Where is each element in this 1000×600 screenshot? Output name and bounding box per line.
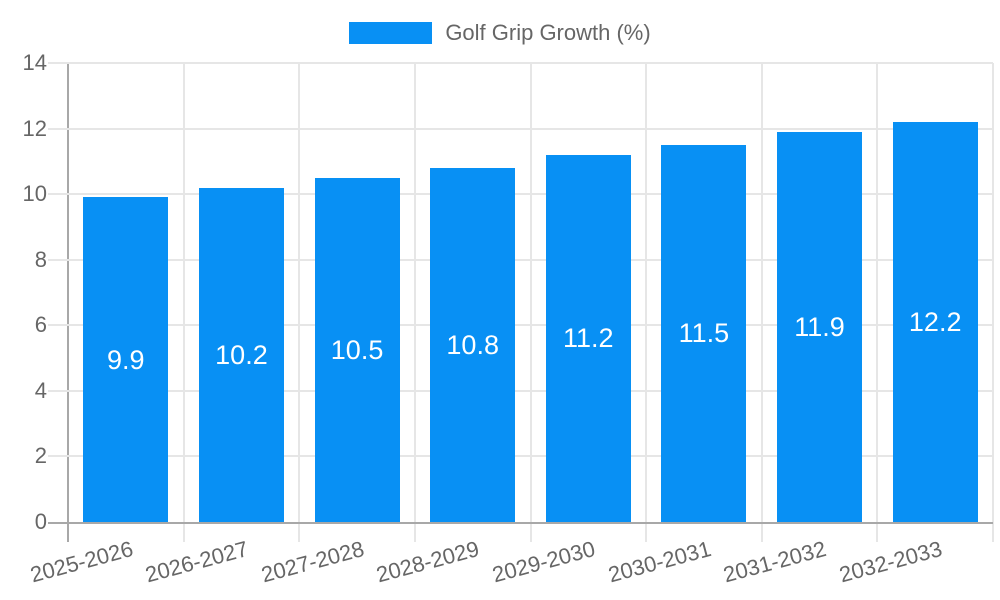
bar-value-label: 11.9	[794, 311, 845, 342]
y-axis-tick-label: 6	[34, 312, 47, 338]
bar-value-label: 9.9	[107, 344, 145, 375]
bar-value-label: 10.8	[446, 329, 499, 360]
bar-value-label: 11.2	[563, 323, 614, 354]
bar[interactable]: 11.9	[777, 131, 863, 522]
horizontal-gridline	[48, 455, 993, 458]
bar[interactable]: 10.8	[430, 167, 516, 522]
x-axis-tick-label: 2029-2030	[489, 536, 598, 588]
y-axis-tick-label: 10	[22, 181, 47, 207]
horizontal-gridline	[48, 389, 993, 392]
vertical-gridline	[529, 63, 532, 542]
horizontal-gridline	[48, 62, 993, 64]
bar-value-label: 10.2	[215, 339, 268, 370]
x-axis-tick-label: 2032-2033	[836, 536, 945, 588]
legend-label: Golf Grip Growth (%)	[445, 20, 651, 45]
x-axis-tick-label: 2030-2031	[605, 536, 714, 588]
vertical-gridline	[298, 63, 301, 542]
legend[interactable]: Golf Grip Growth (%)	[0, 21, 1000, 45]
x-axis-line	[48, 522, 993, 524]
legend-swatch-icon	[349, 22, 433, 44]
horizontal-gridline	[48, 127, 993, 130]
horizontal-gridline	[48, 258, 993, 261]
y-axis-tick-label: 4	[34, 377, 47, 403]
bar[interactable]: 12.2	[892, 122, 978, 522]
x-axis-tick-label: 2027-2028	[258, 536, 367, 588]
vertical-gridline	[992, 63, 994, 542]
horizontal-gridline	[48, 324, 993, 327]
y-axis-tick-label: 12	[22, 115, 47, 141]
bar-value-label: 11.5	[678, 318, 730, 349]
vertical-gridline	[760, 63, 763, 542]
x-axis-tick-label: 2031-2032	[720, 536, 830, 588]
vertical-gridline	[182, 63, 185, 542]
bar[interactable]: 9.9	[83, 197, 169, 522]
horizontal-gridline	[48, 193, 993, 196]
bar-value-label: 12.2	[908, 306, 962, 337]
bar[interactable]: 11.5	[661, 144, 747, 522]
vertical-gridline	[876, 63, 879, 542]
y-axis-tick-label: 14	[22, 50, 47, 75]
x-axis-tick-label: 2025-2026	[27, 536, 136, 588]
bar[interactable]: 10.5	[314, 177, 400, 522]
bar[interactable]: 10.2	[198, 187, 284, 522]
x-axis-tick-label: 2026-2027	[142, 536, 251, 588]
vertical-gridline	[645, 63, 648, 542]
y-axis-tick-label: 2	[34, 443, 47, 469]
y-axis-tick-label: 0	[34, 509, 47, 534]
bar-value-label: 10.5	[330, 334, 384, 365]
y-axis-line	[67, 63, 69, 542]
y-axis-tick-label: 8	[34, 246, 47, 272]
vertical-gridline	[413, 63, 416, 542]
bar[interactable]: 11.2	[545, 154, 631, 522]
x-axis-tick-label: 2028-2029	[374, 536, 483, 588]
